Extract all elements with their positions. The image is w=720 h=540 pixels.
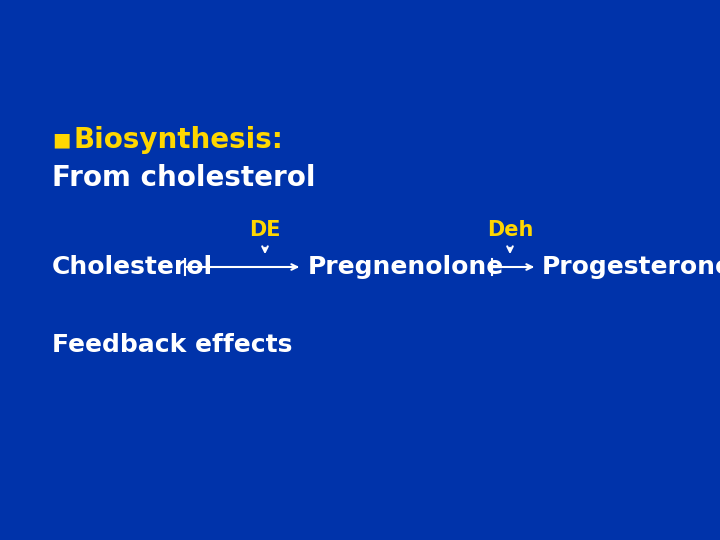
- Text: DE: DE: [249, 220, 281, 240]
- Text: ■: ■: [52, 131, 71, 150]
- Text: Progesterone: Progesterone: [542, 255, 720, 279]
- Text: Feedback effects: Feedback effects: [52, 333, 292, 357]
- Text: Pregnenolone: Pregnenolone: [308, 255, 504, 279]
- Text: Deh: Deh: [487, 220, 534, 240]
- Text: From cholesterol: From cholesterol: [52, 164, 315, 192]
- Text: Cholesterol: Cholesterol: [52, 255, 213, 279]
- Text: Biosynthesis:: Biosynthesis:: [74, 126, 284, 154]
